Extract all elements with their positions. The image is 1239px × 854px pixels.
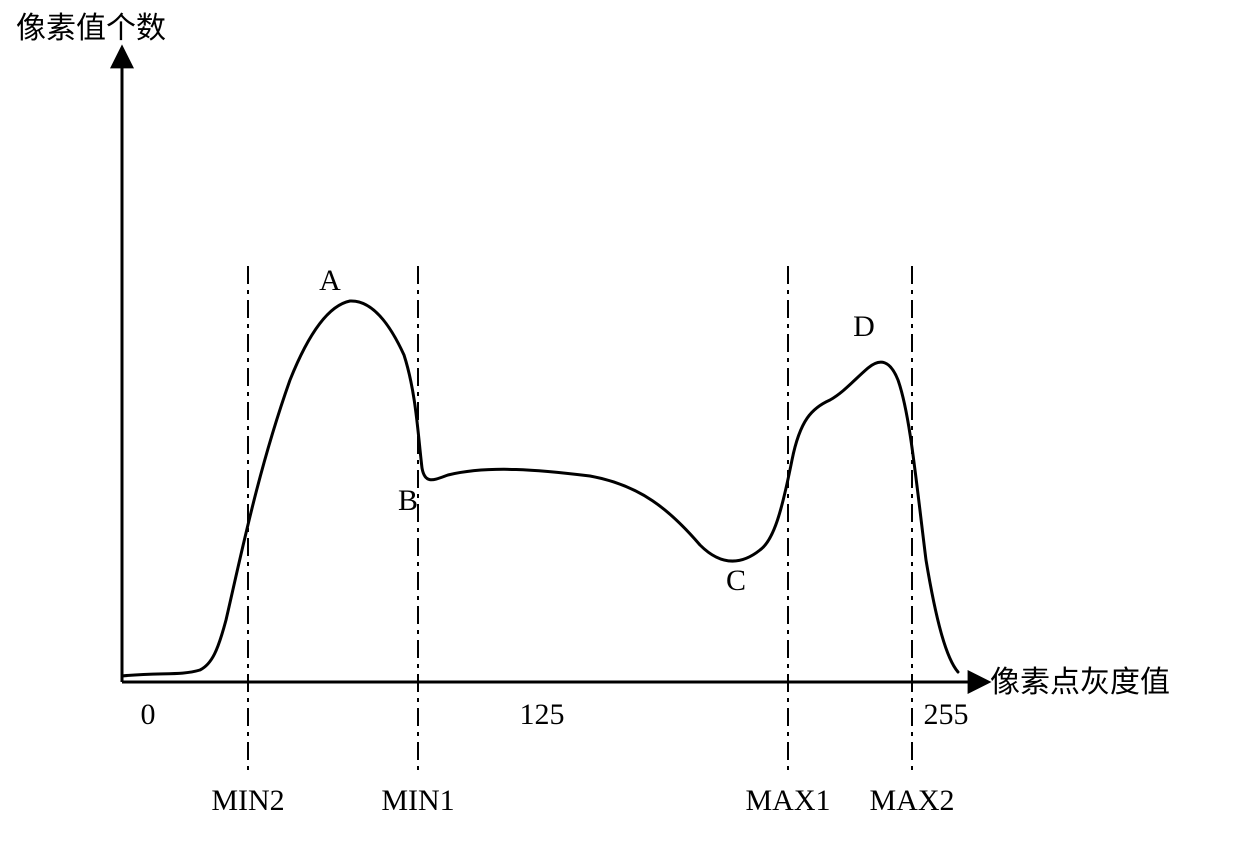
point-label: C — [726, 564, 746, 597]
ref-label: MIN2 — [211, 784, 284, 817]
ref-label: MAX1 — [745, 784, 830, 817]
point-label: D — [853, 310, 875, 343]
x-axis-label: 像素点灰度值 — [990, 666, 1170, 699]
x-tick-label: 125 — [520, 698, 565, 731]
x-tick-label: 255 — [924, 698, 969, 731]
point-label: B — [398, 484, 418, 517]
point-label: A — [319, 264, 341, 297]
histogram-chart: 像素值个数像素点灰度值 0 125 255 MIN2 MIN1 MAX1 MAX2 A B C D — [0, 0, 1239, 854]
ref-label: MIN1 — [381, 784, 454, 817]
y-axis-label: 像素值个数 — [16, 12, 166, 45]
ref-label: MAX2 — [869, 784, 954, 817]
x-tick-label: 0 — [141, 698, 156, 731]
